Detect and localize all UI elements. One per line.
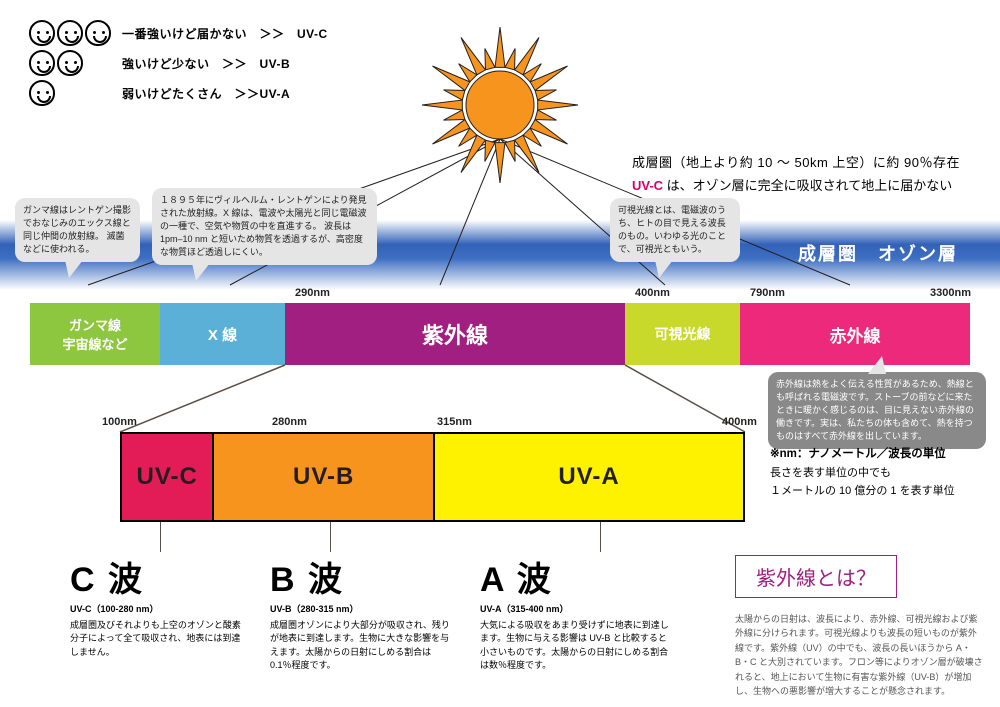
uv-c-wave: C 波 UV-C（100-280 nm） 成層圏及びそれよりも上空のオゾンと酸素… [70, 552, 245, 659]
diagram-root: 一番強いけど届かない ＞＞ UV-C 強いけど少ない ＞＞ UV-B 弱いけどたくさ… [0, 0, 1000, 707]
wavelength-tick: 790nm [750, 287, 785, 299]
wavelength-tick: 400nm [635, 287, 670, 299]
uv-strength-legend: 一番強いけど届かない ＞＞ UV-C 強いけど少ない ＞＞ UV-B 弱いけどたくさ… [28, 18, 328, 108]
face-icon [57, 20, 83, 46]
stratosphere-label: 成層圏 オゾン層 [798, 240, 958, 266]
legend-row: 弱いけどたくさん ＞＞UV-A [28, 78, 328, 108]
callout-infrared-text: 赤外線は熱をよく伝える性質があるため、熱線とも呼ばれる電磁波です。ストーブの前な… [776, 379, 974, 441]
wavelength-tick: 3300nm [930, 287, 971, 299]
uv-a-range: UV-A（315-400 nm） [480, 603, 675, 617]
wavelength-tick: 100nm [102, 416, 137, 428]
spectrum-segment: X 線 [160, 303, 285, 365]
spectrum-segment: 可視光線 [625, 303, 740, 365]
face-icon [29, 50, 55, 76]
spectrum-segment: 紫外線 [285, 303, 625, 365]
face-icon [29, 20, 55, 46]
callout-xray: １８９５年にヴィルヘルム・レントゲンにより発見された放射線。X 線は、電波や太陽… [152, 188, 377, 265]
wavelength-tick: 290nm [295, 287, 330, 299]
uv-summary-title: 紫外線とは？ [735, 555, 897, 598]
legend-label: 一番強いけど届かない ＞＞ UV-C [122, 25, 328, 42]
uv-segment: UV-C [122, 434, 214, 520]
wavelength-tick: 400nm [722, 416, 757, 428]
legend-label: 弱いけどたくさん ＞＞UV-A [122, 85, 290, 102]
uv-b-title: B 波 [270, 552, 455, 601]
face-icon [57, 50, 83, 76]
callout-visible: 可視光線とは、電磁波のうち、ヒトの目で見える波長のもの。いわゆる光のことで、可視… [610, 198, 740, 262]
em-spectrum: ガンマ線 宇宙線などX 線紫外線可視光線赤外線 [30, 303, 970, 365]
uv-a-wave: A 波 UV-A（315-400 nm） 大気による吸収をあまり受けずに地表に到… [480, 552, 675, 673]
uv-c-body: 成層圏及びそれよりも上空のオゾンと酸素分子によって全て吸収され、地表には到達しま… [70, 619, 245, 660]
wavelength-tick: 315nm [437, 416, 472, 428]
face-icon [29, 80, 55, 106]
callout-visible-text: 可視光線とは、電磁波のうち、ヒトの目で見える波長のもの。いわゆる光のことで、可視… [618, 205, 726, 254]
ozone-note: 成層圏（地上より約 10 ～ 50km 上空）に約 90％存在 UV-C は、オ… [632, 152, 960, 194]
uv-a-title: A 波 [480, 552, 675, 601]
uv-summary: 紫外線とは？ 太陽からの日射は、波長により、赤外線、可視光線および紫外線に分けら… [735, 555, 985, 698]
uv-spectrum-detail: UV-CUV-BUV-A [120, 432, 745, 522]
spectrum-segment: 赤外線 [740, 303, 970, 365]
callout-infrared: 赤外線は熱をよく伝える性質があるため、熱線とも呼ばれる電磁波です。ストーブの前な… [768, 372, 986, 449]
callout-gamma-text: ガンマ線はレントゲン撮影でおなじみのエックス線と同じ仲間の放射線。 滅菌などに使… [23, 205, 131, 254]
nm-note-body: 長さを表す単位の中でも １メートルの 10 億分の 1 を表す単位 [770, 465, 980, 500]
legend-row: 一番強いけど届かない ＞＞ UV-C [28, 18, 328, 48]
ozone-note-line2: は、オゾン層に完全に吸収されて地上に届かない [667, 178, 953, 193]
uv-c-range: UV-C（100-280 nm） [70, 603, 245, 617]
uv-segment: UV-B [214, 434, 435, 520]
uv-c-title: C 波 [70, 552, 245, 601]
uv-b-body: 成層圏オゾンにより大部分が吸収され、残りが地表に到達します。生物に大きな影響を与… [270, 619, 455, 673]
nm-note-title: ※nm：ナノメートル／波長の単位 [770, 445, 980, 461]
spectrum-segment: ガンマ線 宇宙線など [30, 303, 160, 365]
uv-summary-body: 太陽からの日射は、波長により、赤外線、可視光線および紫外線に分けられます。可視光… [735, 612, 985, 698]
uv-segment: UV-A [435, 434, 743, 520]
nm-note: ※nm：ナノメートル／波長の単位 長さを表す単位の中でも １メートルの 10 億… [770, 445, 980, 500]
ozone-note-line1: 成層圏（地上より約 10 ～ 50km 上空）に約 90％存在 [632, 152, 960, 171]
uv-a-body: 大気による吸収をあまり受けずに地表に到達します。生物に与える影響は UV-B と… [480, 619, 675, 673]
wavelength-tick: 280nm [272, 416, 307, 428]
ozone-note-uvc: UV-C [632, 178, 667, 193]
legend-row: 強いけど少ない ＞＞ UV-B [28, 48, 328, 78]
legend-label: 強いけど少ない ＞＞ UV-B [122, 55, 290, 72]
uv-b-wave: B 波 UV-B（280-315 nm） 成層圏オゾンにより大部分が吸収され、残… [270, 552, 455, 673]
face-icon [85, 20, 111, 46]
uv-b-range: UV-B（280-315 nm） [270, 603, 455, 617]
callout-xray-text: １８９５年にヴィルヘルム・レントゲンにより発見された放射線。X 線は、電波や太陽… [160, 195, 367, 257]
callout-gamma: ガンマ線はレントゲン撮影でおなじみのエックス線と同じ仲間の放射線。 滅菌などに使… [15, 198, 140, 262]
